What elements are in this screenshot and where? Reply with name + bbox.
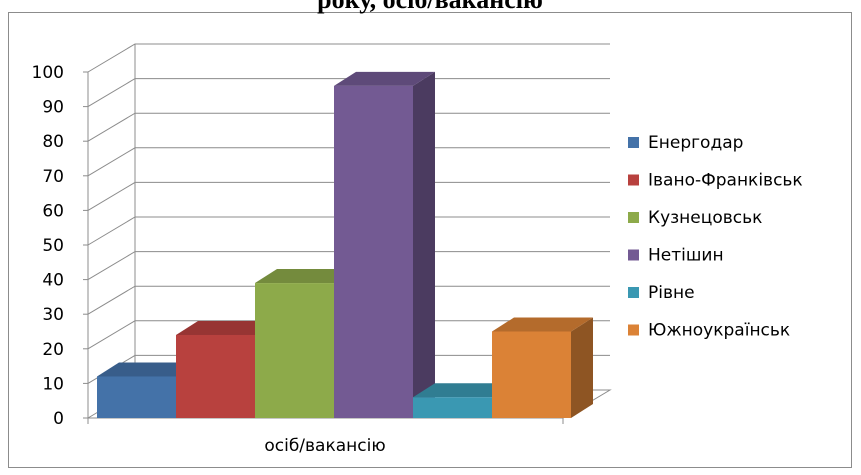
legend-item-6: Южноукраїнськ [628,321,790,341]
y-tick-label: 50 [42,236,64,256]
gridline [87,320,610,350]
legend-item-5: Рівне [628,283,695,303]
legend-item-3: Кузнецовськ [628,208,762,228]
legend-swatch [628,212,639,223]
gridline [87,251,610,281]
y-tick-label: 40 [42,271,64,291]
legend-item-1: Енергодар [628,133,743,153]
x-category-label: осіб/вакансію [264,436,385,456]
y-tick-label: 100 [32,63,64,83]
chart-title: року, осіб/вакансію [317,0,543,14]
bar-6 [492,317,593,418]
legend-swatch [628,137,639,148]
gridline [87,181,610,211]
legend-item-2: Івано-Франківськ [628,171,803,191]
bar-4 [334,71,435,418]
legend-label: Кузнецовськ [648,208,762,228]
gridline [87,112,610,142]
legend-swatch [628,287,639,298]
y-tick-label: 20 [42,340,64,360]
legend-label: Нетішин [648,246,724,266]
y-tick-label: 0 [53,409,64,429]
tick-layer: 0 10 20 30 40 50 60 70 80 90 100 [32,63,64,429]
y-tick-label: 60 [42,201,64,221]
legend-swatch [628,249,639,261]
y-tick-label: 90 [42,98,64,118]
legend-label: Рівне [648,283,695,303]
legend-label: Енергодар [648,133,743,153]
legend-item-4: Нетішин [628,246,724,266]
gridline [87,147,610,177]
legend: Енергодар Івано-Франківськ Кузнецовськ Неті… [628,133,803,341]
gridline [87,285,610,315]
gridline [87,78,610,108]
gridline [87,43,610,73]
y-tick-label: 80 [42,132,64,152]
legend-label: Южноукраїнськ [648,321,790,341]
legend-swatch [628,174,639,186]
legend-label: Івано-Франківськ [648,171,803,191]
legend-swatch [628,324,639,336]
gridline [87,216,610,246]
y-tick-label: 70 [42,167,64,187]
y-tick-label: 30 [42,305,64,325]
bar-layer [97,71,593,418]
y-tick-label: 10 [42,374,64,394]
